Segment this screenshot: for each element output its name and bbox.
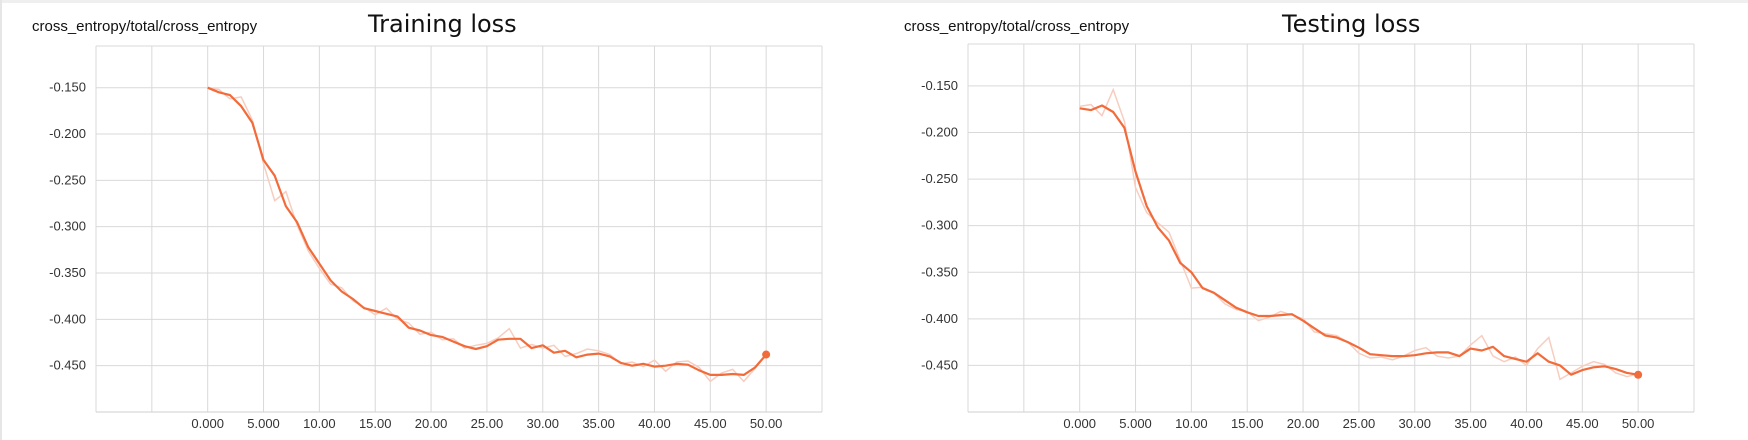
x-tick-label: 20.00 xyxy=(1287,416,1320,431)
x-tick-label: 30.00 xyxy=(526,416,559,431)
y-tick-label: -0.300 xyxy=(49,219,86,234)
chart-title: Training loss xyxy=(368,10,517,38)
raw-loss-line xyxy=(1079,87,1639,381)
x-tick-label: 50.00 xyxy=(750,416,783,431)
testing-loss-chart: -0.150 -0.200 -0.250 -0.300 -0.350 -0.400 -0.4… xyxy=(921,43,1695,431)
y-tick-label: -0.250 xyxy=(921,171,958,186)
x-tick-label: 30.00 xyxy=(1398,416,1431,431)
x-tick-label: 5.000 xyxy=(1119,416,1152,431)
x-tick-label: 50.00 xyxy=(1622,416,1655,431)
x-tick-label: 35.00 xyxy=(1454,416,1487,431)
x-tick-label: 25.00 xyxy=(1343,416,1376,431)
y-tick-label: -0.150 xyxy=(49,80,86,95)
x-tick-label: 10.00 xyxy=(1175,416,1208,431)
x-tick-label: 10.00 xyxy=(303,416,336,431)
x-tick-label: 15.00 xyxy=(1231,416,1264,431)
x-tick-label: 45.00 xyxy=(694,416,727,431)
panel-left-border xyxy=(0,0,2,440)
y-tick-label: -0.400 xyxy=(49,311,86,326)
y-tick-label: -0.350 xyxy=(49,265,86,280)
panel-top-border xyxy=(874,0,1748,3)
y-tick-label: -0.350 xyxy=(921,264,958,279)
y-tick-label: -0.400 xyxy=(921,311,958,326)
y-tick-label: -0.250 xyxy=(49,172,86,187)
x-tick-label: 0.000 xyxy=(1063,416,1096,431)
y-tick-label: -0.200 xyxy=(921,125,958,140)
x-tick-label: 20.00 xyxy=(415,416,448,431)
smoothed-loss-line xyxy=(207,86,768,376)
y-tick-label: -0.300 xyxy=(921,218,958,233)
x-tick-label: 25.00 xyxy=(471,416,504,431)
chart-tag: cross_entropy/total/cross_entropy xyxy=(904,18,1130,35)
panel-top-border xyxy=(0,0,874,3)
x-tick-label: 35.00 xyxy=(582,416,615,431)
x-tick-label: 15.00 xyxy=(359,416,392,431)
chart-title: Testing loss xyxy=(1282,10,1421,38)
chart-tag: cross_entropy/total/cross_entropy xyxy=(32,18,258,35)
last-value-point[interactable] xyxy=(762,350,771,359)
x-tick-label: 45.00 xyxy=(1566,416,1599,431)
x-tick-label: 5.000 xyxy=(247,416,280,431)
x-tick-label: 40.00 xyxy=(638,416,671,431)
y-tick-label: -0.200 xyxy=(49,126,86,141)
x-tick-label: 0.000 xyxy=(191,416,224,431)
last-value-point[interactable] xyxy=(1634,370,1643,379)
testing-loss-panel: cross_entropy/total/cross_entropy Testin… xyxy=(874,0,1748,440)
y-tick-label: -0.450 xyxy=(49,358,86,373)
x-tick-label: 40.00 xyxy=(1510,416,1543,431)
training-loss-chart: -0.150 -0.200 -0.250 -0.300 -0.350 -0.400 -0.4… xyxy=(49,45,823,431)
training-loss-panel: cross_entropy/total/cross_entropy Traini… xyxy=(0,0,874,440)
y-tick-label: -0.150 xyxy=(921,78,958,93)
y-tick-label: -0.450 xyxy=(921,357,958,372)
smoothed-loss-line xyxy=(1079,104,1639,376)
